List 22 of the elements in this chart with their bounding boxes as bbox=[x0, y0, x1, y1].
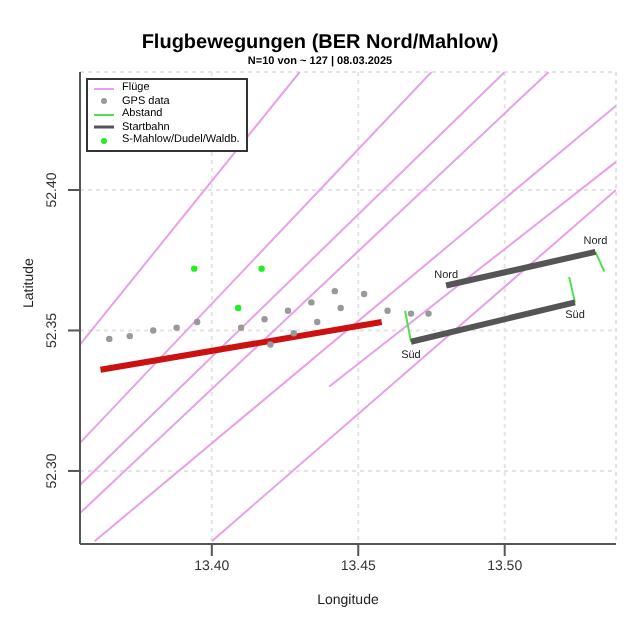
point bbox=[126, 332, 133, 340]
point bbox=[360, 290, 368, 298]
point bbox=[308, 299, 315, 306]
point bbox=[331, 287, 339, 295]
point bbox=[191, 265, 198, 272]
point bbox=[337, 304, 344, 312]
point bbox=[290, 330, 298, 337]
point bbox=[237, 324, 245, 331]
point bbox=[150, 327, 157, 334]
point bbox=[258, 265, 265, 272]
point bbox=[284, 307, 292, 315]
chart-title: Flugbewegungen (BER Nord/Mahlow) bbox=[139, 30, 501, 54]
point bbox=[425, 310, 432, 317]
point bbox=[407, 310, 415, 317]
point bbox=[106, 335, 113, 343]
point bbox=[173, 324, 180, 331]
point bbox=[261, 316, 268, 323]
point bbox=[193, 318, 201, 326]
point bbox=[384, 307, 391, 315]
point bbox=[267, 341, 274, 348]
point bbox=[234, 304, 242, 312]
point bbox=[314, 318, 321, 326]
